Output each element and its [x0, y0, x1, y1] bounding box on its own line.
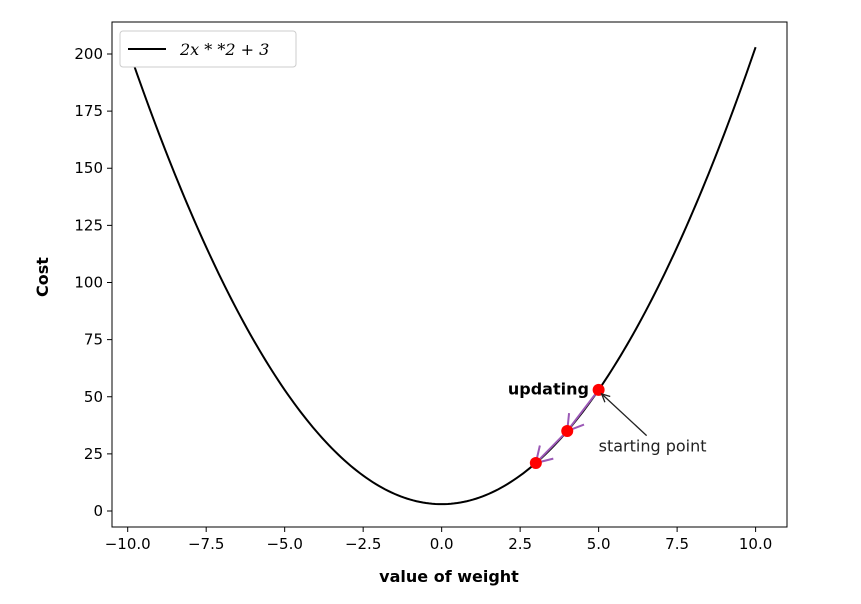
x-tick-label: −2.5: [345, 535, 381, 553]
starting-point-arrow-head: [600, 392, 611, 403]
weight-point: [592, 383, 605, 396]
y-tick-label: 200: [74, 45, 103, 63]
y-tick-label: 25: [84, 445, 103, 463]
x-tick-label: 5.0: [587, 535, 611, 553]
x-tick-label: 2.5: [508, 535, 532, 553]
legend-label: 2x * *2 + 3: [179, 40, 269, 59]
x-tick-label: −5.0: [266, 535, 302, 553]
cost-curve-line: [126, 46, 757, 506]
legend-box: [119, 30, 297, 68]
y-tick-label: 150: [74, 159, 103, 177]
starting-point-arrow: [601, 393, 648, 437]
plot-area: [111, 21, 788, 528]
y-tick-label: 0: [93, 502, 103, 520]
y-tick-label: 50: [84, 388, 103, 406]
weight-point: [529, 457, 542, 470]
starting-point-annotation: starting point: [599, 437, 707, 456]
x-tick-label: 10.0: [739, 535, 772, 553]
x-tick-label: −10.0: [105, 535, 151, 553]
legend: 2x * *2 + 3: [119, 30, 297, 68]
y-tick-label: 100: [74, 273, 103, 291]
y-tick-label: 75: [84, 331, 103, 349]
weight-points: [529, 383, 605, 470]
x-axis-title: value of weight: [379, 567, 519, 586]
x-tick-label: 0.0: [430, 535, 454, 553]
y-axis-ticks: 0 25 50 75 100 125 150 175 200: [74, 45, 112, 520]
update-arrow-line: [535, 430, 568, 464]
updating-annotation: updating: [508, 379, 589, 398]
y-axis-title: Cost: [33, 257, 52, 297]
x-axis-ticks: −10.0 −7.5 −5.0 −2.5 0.0 2.5 5.0 7.5 10.0: [105, 527, 772, 553]
x-tick-label: −7.5: [188, 535, 224, 553]
y-tick-label: 125: [74, 216, 103, 234]
x-tick-label: 7.5: [665, 535, 689, 553]
weight-point: [561, 425, 574, 438]
y-tick-label: 175: [74, 102, 103, 120]
update-arrow-line: [566, 389, 600, 432]
